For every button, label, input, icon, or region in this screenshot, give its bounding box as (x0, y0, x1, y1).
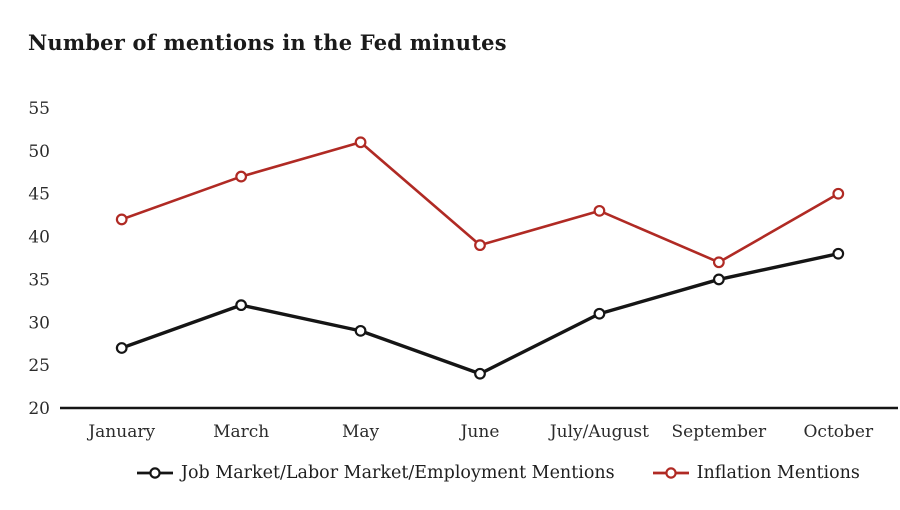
y-tick-label: 20 (28, 399, 50, 419)
data-point-marker (115, 213, 128, 226)
x-tick-label: January (86, 422, 155, 442)
x-tick-label: May (342, 422, 380, 442)
data-point-marker (712, 273, 725, 286)
y-tick-label: 35 (28, 270, 50, 290)
y-tick-label: 55 (28, 99, 50, 119)
data-point-marker (474, 239, 486, 252)
data-point-marker (712, 256, 725, 269)
data-point-marker (354, 136, 367, 149)
y-tick-label: 40 (28, 228, 50, 248)
x-tick-label: September (672, 422, 768, 442)
legend: Job Market/Labor Market/Employment Menti… (137, 463, 860, 483)
series-line (120, 252, 840, 376)
data-point-marker (832, 187, 845, 200)
y-tick-label: 30 (28, 313, 50, 333)
data-point-marker (235, 170, 248, 183)
legend-marker-line-circle-icon (652, 467, 689, 479)
x-tick-label: June (459, 422, 500, 442)
data-point-marker (474, 367, 486, 380)
legend-marker-line-circle-icon (137, 467, 173, 479)
y-tick-label: 50 (28, 142, 50, 162)
data-point-marker (832, 247, 845, 260)
x-tick-label: March (213, 422, 269, 442)
chart-title: Number of mentions in the Fed minutes (28, 30, 507, 55)
y-tick-label: 25 (28, 356, 50, 376)
legend-label-inflation: Inflation Mentions (696, 463, 860, 483)
data-point-marker (593, 307, 606, 320)
data-point-marker (115, 342, 128, 354)
data-point-marker (593, 204, 606, 217)
data-point-marker (235, 299, 248, 312)
y-tick-label: 45 (28, 185, 50, 205)
legend-item-inflation: Inflation Mentions (652, 463, 860, 483)
data-point-marker (354, 324, 367, 337)
legend-item-job-market: Job Market/Labor Market/Employment Menti… (137, 463, 615, 483)
x-tick-label: October (803, 422, 873, 442)
x-tick-label: July/August (548, 422, 649, 442)
legend-label-job-market: Job Market/Labor Market/Employment Menti… (181, 463, 615, 483)
